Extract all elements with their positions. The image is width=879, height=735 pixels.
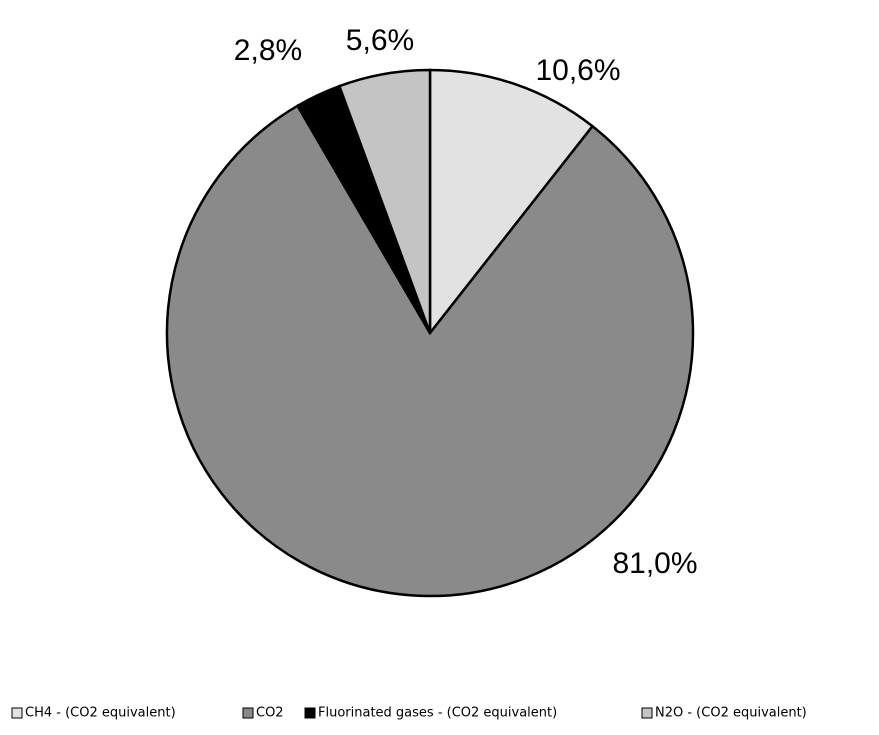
legend-swatch <box>304 707 316 719</box>
legend-label: CO2 <box>256 706 284 721</box>
pie-slice <box>428 68 595 337</box>
data-label: 10,6% <box>535 54 620 87</box>
pie-slice <box>165 104 695 598</box>
data-label: 5,6% <box>346 24 414 57</box>
data-label: 81,0% <box>612 547 697 580</box>
legend-label: CH4 - (CO2 equivalent) <box>25 706 176 721</box>
legend-label: N2O - (CO2 equivalent) <box>655 706 807 721</box>
legend-swatch <box>641 707 653 719</box>
legend-swatch <box>242 707 254 719</box>
legend-swatch <box>11 707 23 719</box>
data-label: 2,8% <box>234 34 302 67</box>
legend-label: Fluorinated gases - (CO2 equivalent) <box>318 706 557 721</box>
pie-slice <box>337 68 432 334</box>
